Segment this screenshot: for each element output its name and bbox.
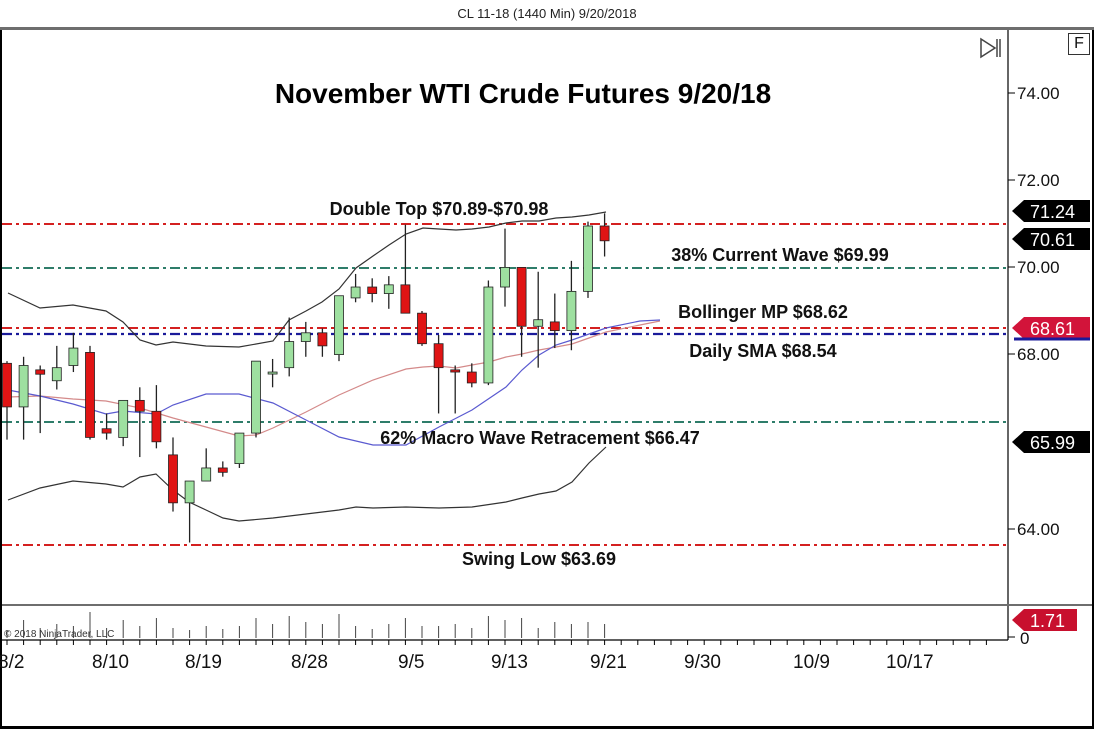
bollinger-middle-line — [7, 320, 661, 437]
candle-body — [284, 341, 295, 369]
annotation-swing-low: Swing Low $63.69 — [462, 549, 616, 569]
candle-body — [168, 454, 178, 504]
frame-top-border — [0, 27, 1094, 30]
price-tick-70: 70.00 — [1017, 258, 1060, 277]
candle-body — [217, 467, 228, 473]
annotation-double-top: Double Top $70.89-$70.98 — [330, 199, 549, 219]
candle-body — [549, 321, 560, 332]
date-label-8-10: 8/10 — [92, 652, 129, 673]
candle-body — [433, 343, 444, 369]
annotation-daily-sma: Daily SMA $68.54 — [689, 341, 836, 361]
frame-left-border — [0, 30, 2, 727]
date-label-9-21: 9/21 — [590, 652, 627, 673]
date-label-8-28: 8/28 — [291, 652, 328, 673]
candle-body — [367, 286, 378, 294]
candle-body — [599, 225, 610, 242]
candle-body — [300, 332, 311, 342]
candle-body — [85, 352, 95, 438]
date-label-8-2: 8/2 — [0, 652, 24, 673]
svg-text:68.61: 68.61 — [1030, 319, 1075, 339]
bollinger-lower-band — [7, 446, 607, 522]
svg-text:65.99: 65.99 — [1030, 433, 1075, 453]
candle-body — [383, 284, 394, 294]
candle-body — [516, 266, 527, 327]
candle-body — [134, 399, 145, 412]
frame-bottom-border — [0, 726, 1094, 729]
candle-body — [466, 371, 477, 384]
window-title: CL 11-18 (1440 Min) 9/20/2018 — [0, 0, 1094, 27]
candle-body — [317, 332, 328, 347]
price-tick-64: 64.00 — [1017, 520, 1060, 539]
price-tag-last: 70.61 — [1012, 228, 1090, 250]
price-tag-lower-band: 65.99 — [1012, 431, 1090, 453]
skip-to-end-icon[interactable] — [978, 36, 1004, 60]
candle-body — [151, 410, 162, 443]
candle-body — [118, 399, 129, 438]
price-tick-68: 68.00 — [1017, 345, 1060, 364]
chart-title: November WTI Crude Futures 9/20/18 — [275, 78, 771, 109]
f-button[interactable]: F — [1068, 33, 1090, 55]
date-axis-ticks — [6, 640, 987, 645]
copyright-text: © 2018 NinjaTrader, LLC — [4, 629, 114, 640]
candle-body — [51, 367, 62, 382]
volume-zero-label: 0 — [1020, 629, 1029, 648]
volume-bars — [6, 612, 606, 638]
candle-body — [350, 286, 361, 299]
annotation-fib-38: 38% Current Wave $69.99 — [671, 245, 888, 265]
candle-body — [267, 371, 278, 375]
candle-body — [500, 266, 510, 288]
price-tag-high: 71.24 — [1012, 200, 1090, 222]
candle-body — [35, 369, 46, 375]
sma-curve — [7, 319, 661, 446]
date-label-9-5: 9/5 — [398, 652, 424, 673]
candle-body — [483, 286, 494, 384]
candle-body — [334, 295, 344, 355]
date-label-10-17: 10/17 — [886, 652, 934, 673]
price-tick-74: 74.00 — [1017, 84, 1060, 103]
volume-tag: 1.71 0 — [1008, 609, 1077, 648]
candle-body — [68, 347, 79, 366]
date-label-10-9: 10/9 — [793, 652, 830, 673]
svg-text:71.24: 71.24 — [1030, 202, 1075, 222]
candle-body — [234, 432, 245, 464]
candle-body — [417, 312, 427, 345]
candlestick-series — [2, 213, 610, 543]
candle-body — [2, 362, 12, 408]
candle-body — [533, 319, 544, 327]
candle-body — [450, 369, 461, 373]
candle-body — [566, 290, 577, 332]
price-tag-sma: 68.61 — [1012, 317, 1090, 341]
candle-body — [201, 467, 212, 482]
price-tick-72: 72.00 — [1017, 171, 1060, 190]
date-label-8-19: 8/19 — [185, 652, 222, 673]
candle-body — [251, 360, 261, 434]
svg-text:1.71: 1.71 — [1030, 611, 1065, 631]
annotation-fib-62: 62% Macro Wave Retracement $66.47 — [380, 428, 700, 448]
annotation-bollinger-mp: Bollinger MP $68.62 — [678, 302, 848, 322]
date-axis: 8/2 8/10 8/19 8/28 9/5 9/13 9/21 9/30 10… — [0, 652, 934, 673]
price-axis: 74.00 72.00 70.00 68.00 64.00 — [1008, 84, 1060, 539]
bollinger-upper-band — [7, 211, 607, 348]
date-label-9-13: 9/13 — [491, 652, 528, 673]
date-label-9-30: 9/30 — [684, 652, 721, 673]
svg-text:70.61: 70.61 — [1030, 230, 1075, 250]
candle-body — [101, 428, 112, 434]
frame-right-border — [1092, 30, 1094, 727]
candle-body — [184, 480, 195, 504]
candle-body — [400, 284, 411, 314]
candle-body — [18, 365, 29, 408]
candle-body — [583, 225, 593, 292]
